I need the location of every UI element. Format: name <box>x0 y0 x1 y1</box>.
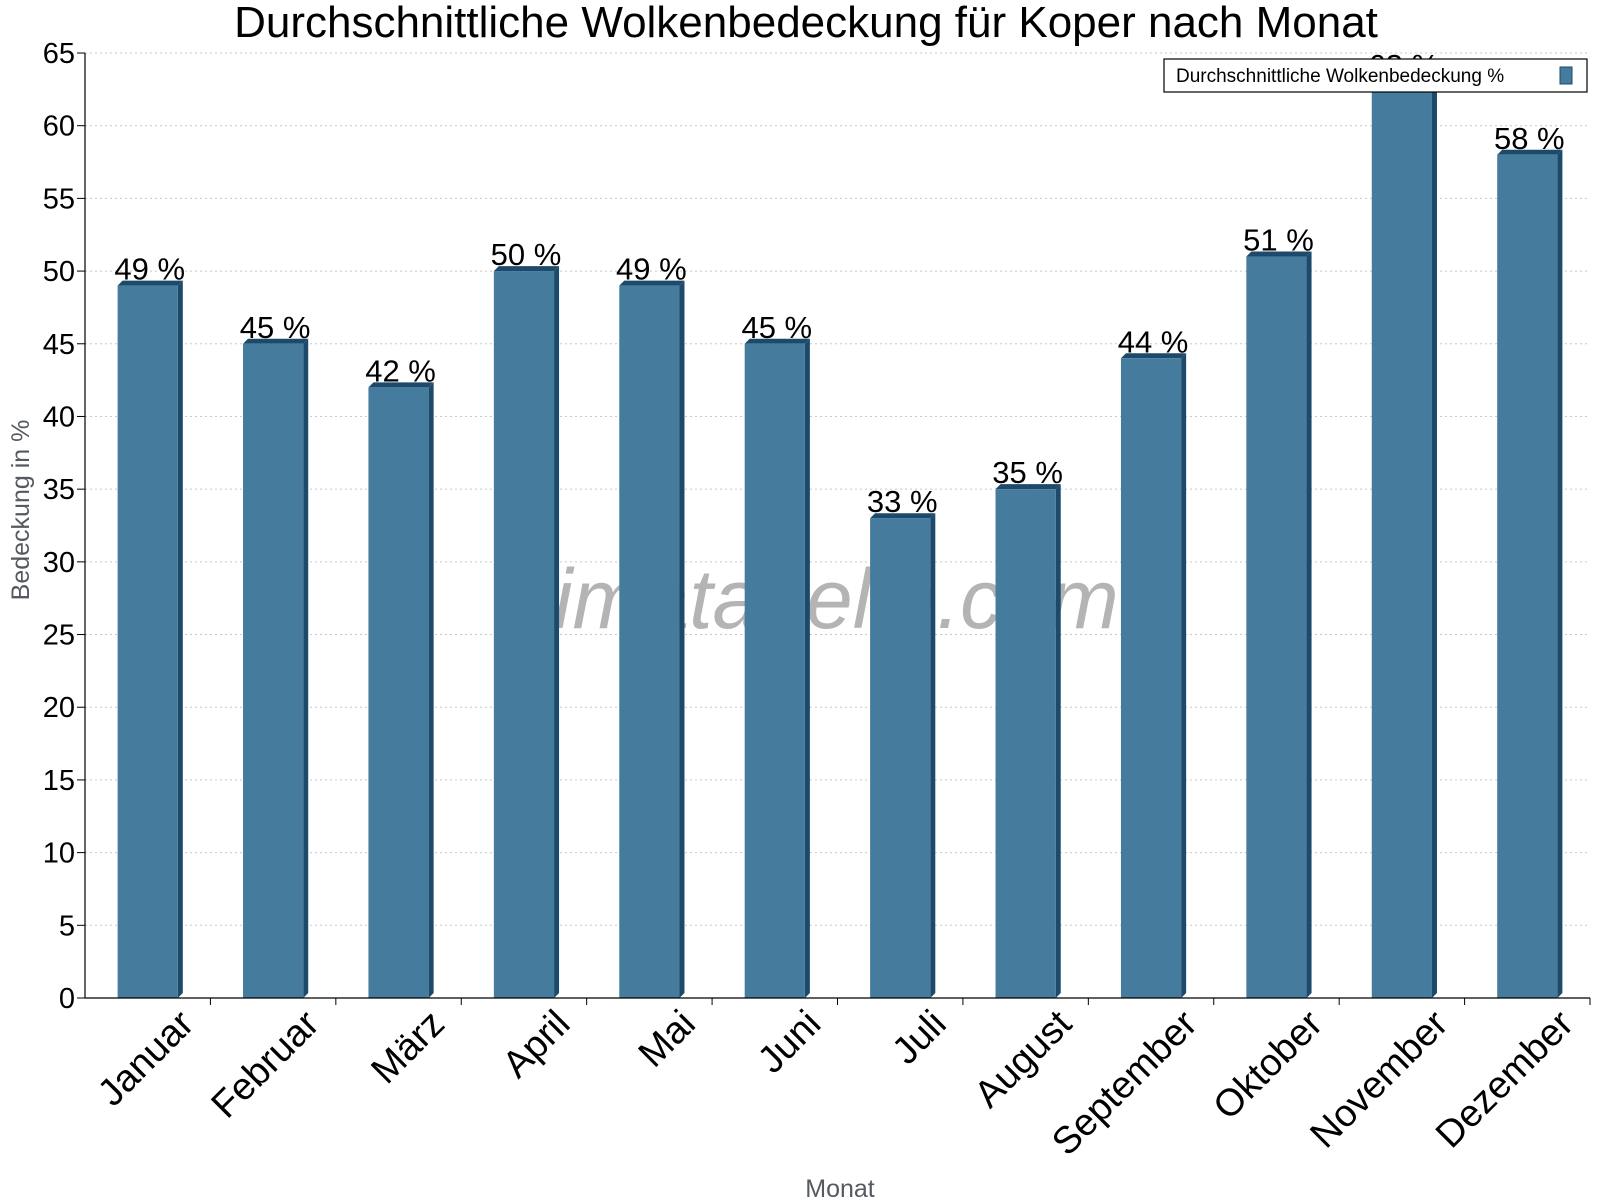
y-tick-label: 35 <box>43 474 75 506</box>
legend-swatch <box>1559 66 1573 85</box>
y-tick-label: 40 <box>43 401 75 433</box>
x-tick-label: Februar <box>204 1002 328 1126</box>
bar-august <box>995 484 1061 999</box>
bar-front <box>1371 82 1432 999</box>
bar-oktober <box>1246 251 1312 999</box>
x-tick-label: März <box>363 1003 452 1092</box>
x-tick-label: Januar <box>90 1002 202 1114</box>
bar-front <box>117 285 178 999</box>
bar-januar <box>117 280 183 999</box>
x-tick-label: August <box>967 1002 1081 1116</box>
bar-front <box>744 343 805 998</box>
y-tick-label: 50 <box>43 256 75 288</box>
bars <box>117 77 1563 999</box>
bar-front <box>870 518 931 998</box>
bar-side <box>303 338 309 998</box>
chart-title: Durchschnittliche Wolkenbedeckung für Ko… <box>234 0 1378 47</box>
bar-front <box>619 285 680 999</box>
bar-side <box>554 266 560 999</box>
bar-front <box>1497 154 1558 998</box>
bar-side <box>930 513 936 998</box>
x-tick-label: Dezember <box>1428 1002 1582 1156</box>
data-label: 45 % <box>240 310 311 345</box>
legend-label: Durchschnittliche Wolkenbedeckung % <box>1176 66 1504 87</box>
bar-top <box>243 338 309 344</box>
bar-november <box>1371 77 1437 999</box>
bar-side <box>804 338 810 998</box>
y-tick-label: 5 <box>59 910 75 942</box>
y-tick-label: 20 <box>43 692 75 724</box>
x-tick-label: Juli <box>885 1003 955 1073</box>
bar-juli <box>870 513 936 998</box>
data-label: 49 % <box>616 252 687 287</box>
bar-top <box>619 280 685 286</box>
bar-side <box>1557 149 1563 998</box>
bar-top <box>995 484 1061 490</box>
data-labels: 49 % 45 % 42 % 50 % 49 % 45 % 33 % 35 % 44 % 51 %… <box>114 48 1564 519</box>
data-label: 50 % <box>491 237 562 272</box>
legend-box <box>1163 58 1588 93</box>
bar-top <box>1246 251 1312 257</box>
x-tick-label: Mai <box>631 1003 704 1076</box>
axes <box>77 52 1591 1005</box>
grid-lines <box>85 52 1590 926</box>
bar-front <box>243 343 304 998</box>
y-tick-label: 65 <box>43 38 75 70</box>
bar-side <box>679 280 685 999</box>
y-tick-label: 0 <box>59 983 75 1015</box>
data-label: 51 % <box>1243 223 1314 258</box>
bar-front <box>368 387 429 998</box>
x-tick-label: Oktober <box>1206 1002 1332 1128</box>
bar-side <box>1181 353 1187 998</box>
bar-februar <box>243 338 309 998</box>
data-label: 58 % <box>1494 121 1565 156</box>
bar-september <box>1120 353 1187 998</box>
x-axis-label: Monat <box>805 1175 875 1200</box>
data-label: 35 % <box>992 455 1063 490</box>
data-label: 44 % <box>1118 324 1189 359</box>
bar-top <box>1120 353 1187 359</box>
bar-side <box>177 280 183 999</box>
bar-front <box>1246 256 1307 998</box>
bar-top <box>1497 149 1563 155</box>
data-label: 42 % <box>365 353 436 388</box>
data-label: 45 % <box>741 310 812 345</box>
legend: Durchschnittliche Wolkenbedeckung % <box>1163 58 1588 93</box>
bar-top <box>117 280 183 286</box>
y-tick-label: 15 <box>43 765 75 797</box>
x-tick-label: April <box>495 1003 578 1086</box>
bar-front <box>493 271 555 999</box>
bar-april <box>493 266 560 999</box>
bar-side <box>1306 251 1312 999</box>
bar-top <box>744 338 810 344</box>
y-tick-label: 10 <box>43 838 75 870</box>
bar-side <box>1055 484 1061 999</box>
bar-top <box>368 382 434 388</box>
data-label: 49 % <box>114 252 185 287</box>
bar-top <box>493 266 560 272</box>
bar-side <box>428 382 434 998</box>
y-axis-label: Bedeckung in % <box>7 420 35 601</box>
y-tick-label: 30 <box>43 547 75 579</box>
y-tick-label: 60 <box>43 111 75 143</box>
bar-top <box>870 513 936 519</box>
bar-front <box>995 489 1056 998</box>
bar-mai <box>619 280 685 999</box>
bar-juni <box>744 338 810 998</box>
bar-märz <box>368 382 434 998</box>
y-tick-label: 25 <box>43 620 75 652</box>
bar-dezember <box>1497 149 1563 998</box>
x-tick-label: Juni <box>750 1003 829 1082</box>
bar-side <box>1431 77 1437 999</box>
y-tick-label: 45 <box>43 329 75 361</box>
data-label: 33 % <box>867 484 938 519</box>
y-tick-labels: 0 5 10 15 20 25 30 35 40 45 50 55 60 65 <box>43 38 75 1015</box>
y-tick-label: 55 <box>43 183 75 215</box>
bar-front <box>1120 358 1182 998</box>
x-tick-labels: Januar Februar März April Mai Juni Juli AugustS… <box>90 1002 1582 1163</box>
